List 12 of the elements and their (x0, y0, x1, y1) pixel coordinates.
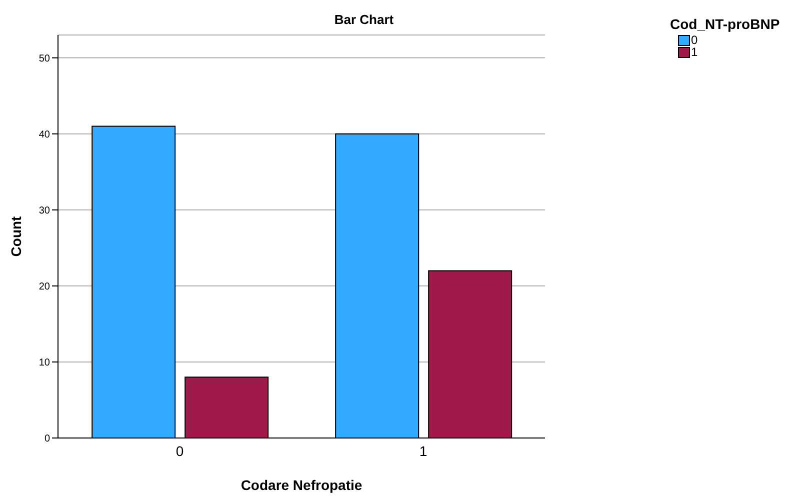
y-tick-label: 20 (38, 281, 50, 292)
y-tick-label: 40 (38, 129, 50, 140)
y-tick-label: 50 (38, 53, 50, 64)
legend-label: 0 (691, 33, 698, 47)
legend-title: Cod_NT-proBNP (670, 16, 781, 32)
y-tick-label: 0 (44, 434, 50, 445)
y-tick-label: 30 (38, 205, 50, 216)
y-axis-title: Count (8, 216, 24, 257)
y-tick-label: 10 (38, 358, 50, 369)
legend-label: 1 (691, 45, 698, 59)
x-axis-title: Codare Nefropatie (240, 477, 362, 493)
chart-title: Bar Chart (333, 12, 395, 27)
